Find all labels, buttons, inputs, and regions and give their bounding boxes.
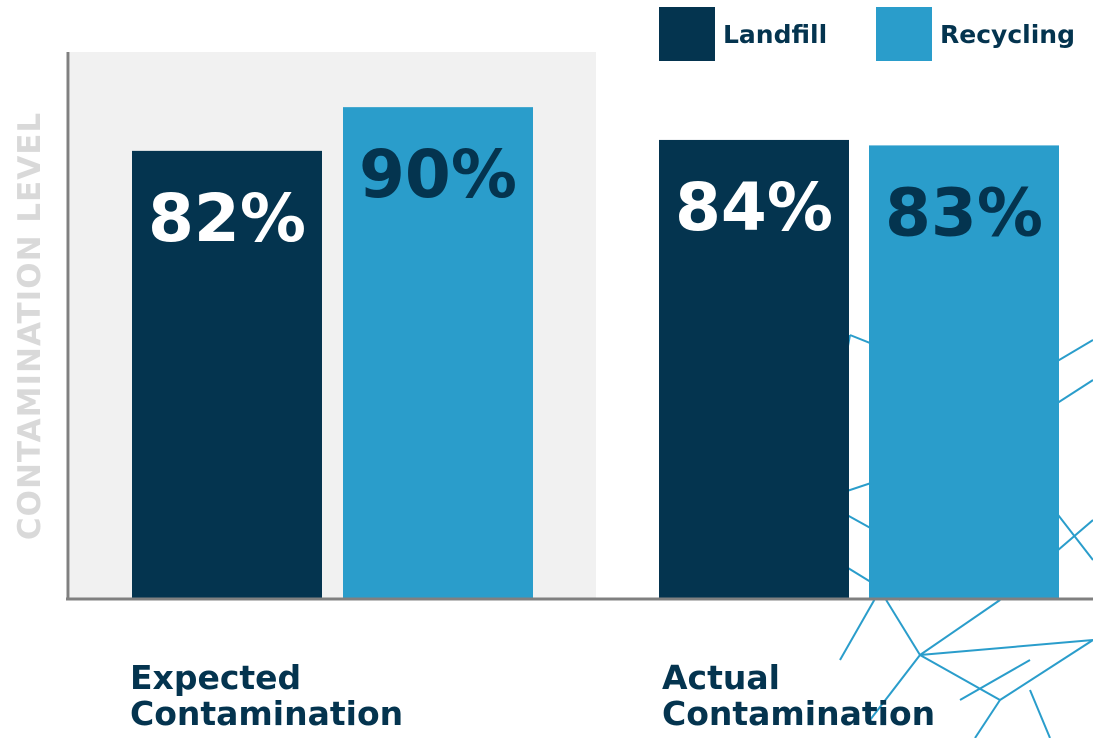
bar-recycling-1 [343,107,533,600]
data-label-recycling-2: 83% [885,174,1043,251]
bar-recycling-2 [869,145,1059,599]
bar-landfill-1 [132,150,322,599]
data-label-recycling-1: 90% [359,136,517,213]
decorative-line [999,639,1093,701]
category-label-actual: Actual Contamination [662,658,936,733]
legend: Landfill Recycling [0,7,1093,63]
data-label-landfill-1: 82% [148,180,306,257]
decorative-line [919,639,1093,656]
legend-swatch-recycling [876,7,932,61]
legend-item-landfill: Landfill [659,7,827,61]
decorative-line [959,659,1031,701]
decorative-line [1029,689,1051,738]
legend-label-recycling: Recycling [940,19,1075,49]
decorative-line [839,589,881,661]
bar-landfill-2 [659,139,849,599]
decorative-line [879,589,921,656]
data-label-landfill-2: 84% [675,169,833,246]
decorative-line [974,699,1001,738]
y-axis-label: CONTAMINATION LEVEL [12,111,48,541]
legend-label-landfill: Landfill [723,19,828,49]
decorative-line [869,654,921,721]
decorative-line [919,599,1001,656]
legend-item-recycling: Recycling [876,7,1075,61]
legend-swatch-landfill [659,7,715,61]
decorative-line [919,654,1001,701]
category-label-expected: Expected Contamination [130,658,404,733]
